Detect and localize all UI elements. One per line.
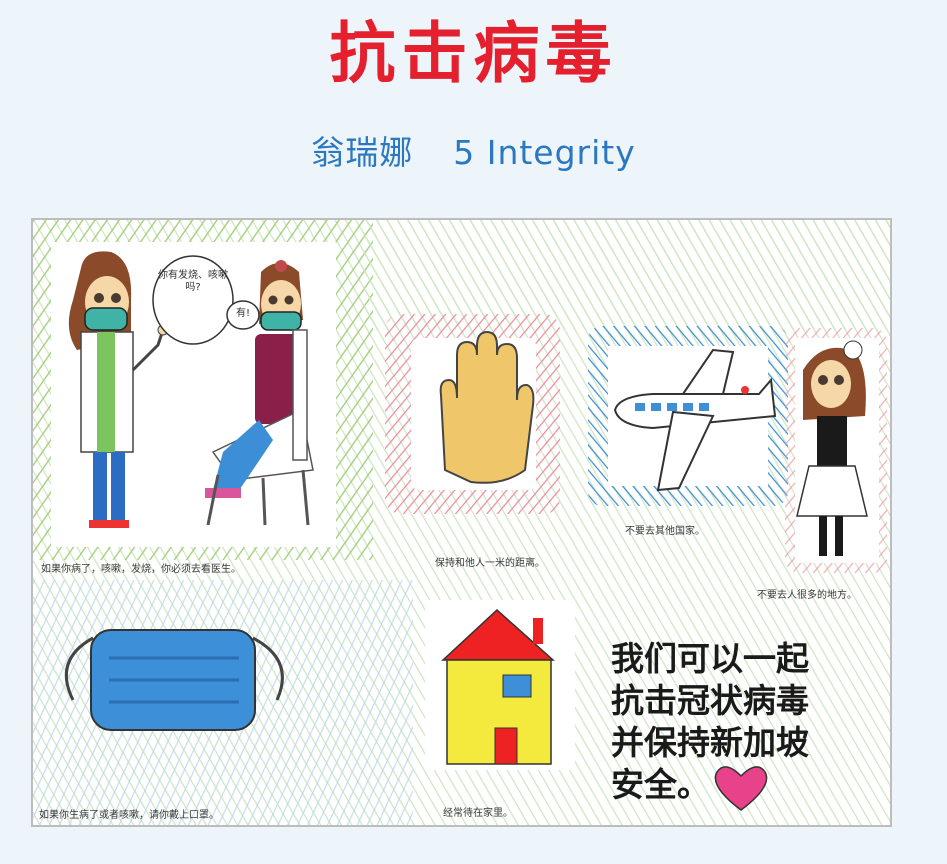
caption-plane: 不要去其他国家。 [625, 526, 705, 537]
author-class: 5 Integrity [453, 133, 636, 172]
speech-patient: 有! [235, 308, 250, 319]
slogan-line: 我们可以一起 [611, 639, 809, 678]
author-line: 翁瑞娜 5 Integrity [0, 130, 947, 176]
caption-girl: 不要去人很多的地方。 [757, 590, 857, 601]
mask-icon [64, 629, 284, 731]
girl-figure [796, 340, 868, 556]
house-icon [441, 608, 555, 765]
doctor-figure [68, 251, 169, 528]
caption-doctor: 如果你病了，咳嗽，发烧，你必须去看医生。 [41, 564, 241, 575]
slogan: 我们可以一起 抗击冠状病毒 并保持新加坡 安全。 [611, 638, 890, 806]
speech-doctor: 你有发烧、咳嗽吗? [158, 270, 228, 293]
artwork-drawing: 你有发烧、咳嗽吗? 有! 如果你病了，咳嗽，发烧，你必须去看医生。 保持和他人一… [31, 218, 892, 827]
caption-mask: 如果你生病了或者咳嗽，请你戴上口罩。 [39, 810, 219, 821]
stop-hand-icon [439, 330, 535, 484]
heart-icon [714, 766, 768, 811]
slogan-line: 抗击冠状病毒 [611, 681, 809, 720]
page-title: 抗击病毒 [329, 15, 618, 92]
caption-house: 经常待在家里。 [443, 808, 513, 819]
patient-figure [205, 260, 314, 526]
slogan-line: 安全。 [611, 765, 710, 804]
caption-hand: 保持和他人一米的距离。 [435, 558, 545, 569]
airplane-icon [613, 348, 777, 492]
slogan-line: 并保持新加坡 [611, 723, 809, 762]
drawing-canvas [33, 220, 890, 825]
author-name: 翁瑞娜 [311, 133, 414, 172]
